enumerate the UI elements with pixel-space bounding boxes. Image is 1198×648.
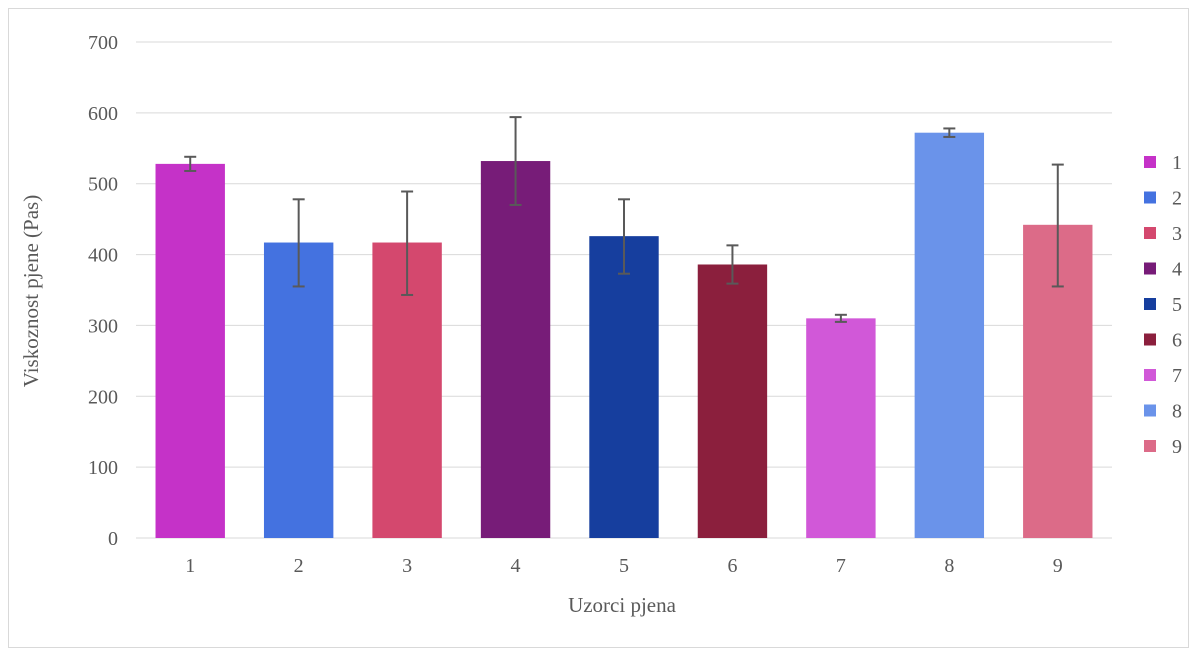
- y-tick-label: 700: [88, 32, 118, 54]
- legend-swatch: [1144, 298, 1156, 310]
- bar-7: [806, 318, 876, 538]
- y-tick-label: 600: [88, 103, 118, 125]
- bar-6: [697, 264, 768, 538]
- x-tick-label: 4: [511, 555, 521, 577]
- legend-label: 8: [1172, 401, 1182, 423]
- legend-label: 5: [1172, 294, 1182, 316]
- legend-item-7: 7: [1144, 365, 1182, 387]
- x-axis-title: Uzorci pjena: [568, 593, 677, 617]
- x-tick-label: 6: [727, 555, 737, 577]
- bars: [155, 132, 1093, 539]
- error-bar-1: [184, 155, 197, 172]
- legend-label: 9: [1172, 436, 1182, 458]
- legend-item-5: 5: [1144, 294, 1182, 316]
- bar-5: [589, 236, 659, 539]
- y-axis-title: Viskoznost pjene (Pas): [19, 195, 43, 387]
- legend-item-3: 3: [1144, 223, 1182, 245]
- legend-swatch: [1144, 440, 1156, 452]
- error-bar-8: [943, 127, 956, 138]
- legend-swatch: [1144, 156, 1156, 168]
- legend-swatch: [1144, 369, 1156, 381]
- x-tick-label: 2: [294, 555, 304, 577]
- legend-swatch: [1144, 333, 1156, 346]
- x-tick-label: 9: [1053, 555, 1063, 577]
- error-bar-9: [1051, 163, 1064, 288]
- bar-1: [155, 163, 225, 539]
- legend-item-4: 4: [1144, 259, 1182, 281]
- y-tick-label: 100: [88, 457, 118, 479]
- bar-2: [263, 242, 334, 539]
- legend: 1 2 3 4 5 6 7 8 9: [1144, 152, 1182, 458]
- error-bar-5: [618, 198, 630, 275]
- legend-swatch: [1144, 262, 1156, 275]
- legend-item-9: 9: [1144, 436, 1182, 458]
- error-bars: [184, 116, 1064, 323]
- legend-item-8: 8: [1144, 401, 1182, 423]
- x-tick-label: 1: [185, 555, 195, 577]
- legend-swatch: [1144, 191, 1156, 204]
- error-bar-4: [509, 116, 522, 206]
- error-bar-6: [726, 244, 739, 285]
- y-tick-label: 500: [88, 174, 118, 196]
- y-axis-ticks: 0 100 200 300 400 500 600 700: [88, 32, 118, 550]
- legend-label: 4: [1172, 259, 1182, 281]
- legend-swatch: [1144, 227, 1156, 239]
- error-bar-3: [401, 190, 414, 296]
- y-tick-label: 400: [88, 245, 118, 267]
- legend-label: 7: [1172, 365, 1182, 387]
- legend-label: 1: [1172, 152, 1182, 174]
- legend-label: 6: [1172, 330, 1182, 352]
- x-tick-label: 5: [619, 555, 629, 577]
- y-tick-label: 300: [88, 315, 118, 337]
- bar-8: [914, 132, 985, 538]
- x-tick-label: 8: [944, 555, 954, 577]
- error-bar-2: [292, 198, 305, 288]
- y-tick-label: 0: [108, 528, 118, 550]
- y-tick-label: 200: [88, 386, 118, 408]
- error-bar-7: [834, 313, 847, 323]
- legend-item-1: 1: [1144, 152, 1182, 174]
- bar-4: [480, 161, 551, 539]
- legend-label: 3: [1172, 223, 1182, 245]
- x-tick-label: 7: [836, 555, 846, 577]
- x-axis-ticks: 1 2 3 4 5 6 7 8 9: [185, 555, 1063, 577]
- legend-item-2: 2: [1144, 188, 1182, 210]
- legend-swatch: [1144, 404, 1156, 417]
- legend-item-6: 6: [1144, 330, 1182, 352]
- x-tick-label: 3: [402, 555, 412, 577]
- legend-label: 2: [1172, 188, 1182, 210]
